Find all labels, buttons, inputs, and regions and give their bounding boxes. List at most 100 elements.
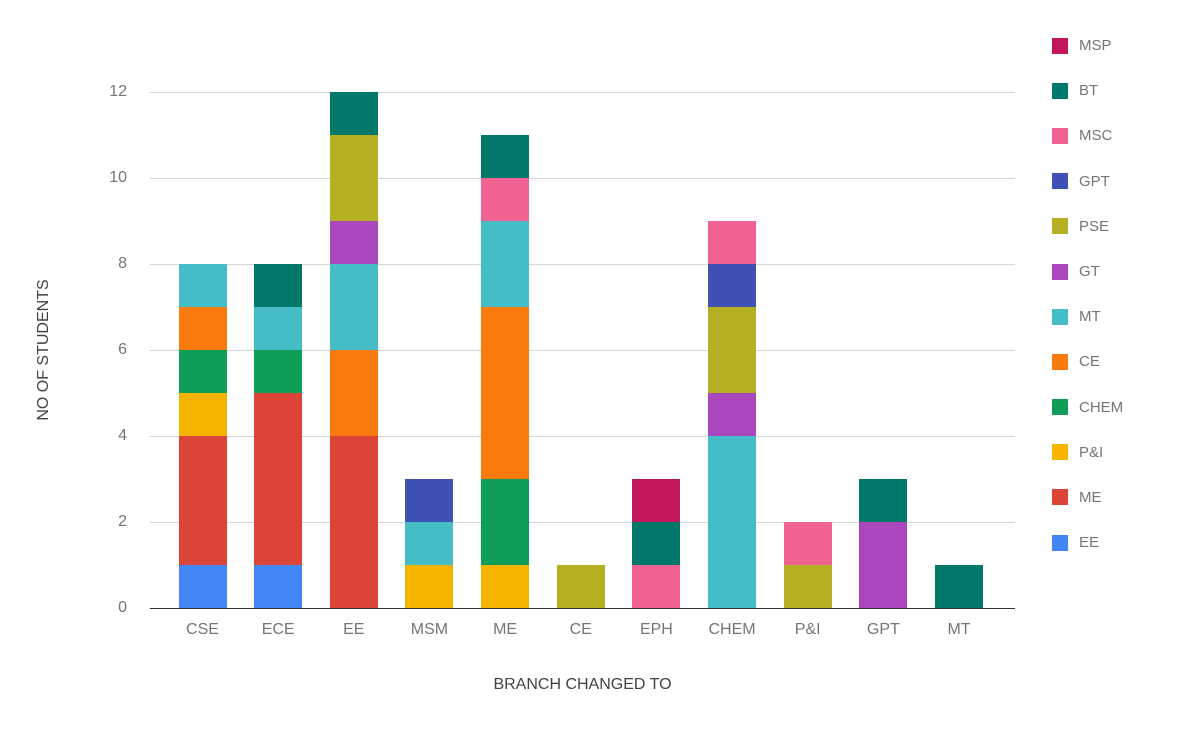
bar-segment-bt-ece[interactable] <box>254 264 303 307</box>
legend-item-me[interactable]: ME <box>1052 475 1123 520</box>
bar-ece <box>254 264 303 608</box>
legend-swatch-msp <box>1052 37 1068 54</box>
y-tick-label: 0 <box>118 599 127 616</box>
legend-item-msc[interactable]: MSC <box>1052 113 1123 158</box>
x-axis-categories: CSE ECE EE MSM ME CE EPH CHEM P&I GPT MT <box>150 620 1015 644</box>
bar-segment-gt-ee[interactable] <box>329 221 378 264</box>
bar-segment-me-cse[interactable] <box>178 436 227 565</box>
bar-segment-msc-me[interactable] <box>481 178 530 221</box>
bar-segment-msc-chem[interactable] <box>708 221 757 264</box>
bar-segment-pse-chem[interactable] <box>708 307 757 393</box>
legend-label: MSC <box>1079 127 1113 145</box>
bar-segment-ce-me[interactable] <box>481 307 530 479</box>
bar-segment-ce-cse[interactable] <box>178 307 227 350</box>
legend-label: MSP <box>1079 37 1112 55</box>
legend-label: P&I <box>1079 443 1104 461</box>
bar-segment-msp-eph[interactable] <box>632 479 681 522</box>
legend-label: EE <box>1079 534 1100 552</box>
bar-segment-mt-chem[interactable] <box>708 436 757 608</box>
legend-swatch-pi <box>1052 444 1068 461</box>
legend-item-gpt[interactable]: GPT <box>1052 159 1123 204</box>
legend-label: CHEM <box>1079 398 1124 416</box>
legend-swatch-ce <box>1052 353 1068 370</box>
bar-segment-me-ee[interactable] <box>329 436 378 608</box>
x-category-label: EE <box>343 621 365 638</box>
bar-segment-pi-msm[interactable] <box>405 565 454 608</box>
bar-segment-bt-gpt[interactable] <box>859 479 908 522</box>
bar-segment-pse-ce[interactable] <box>556 565 605 608</box>
legend-swatch-msc <box>1052 127 1068 144</box>
legend-swatch-chem <box>1052 399 1068 416</box>
bar-segment-ee-ece[interactable] <box>254 565 303 608</box>
y-gridline <box>150 522 1015 523</box>
bar-segment-pi-me[interactable] <box>481 565 530 608</box>
bar-segment-msc-pi[interactable] <box>783 522 832 565</box>
legend-item-ce[interactable]: CE <box>1052 339 1123 384</box>
x-category-label: MT <box>947 621 971 638</box>
x-axis-baseline <box>150 608 1015 609</box>
bar-segment-pse-ee[interactable] <box>329 135 378 221</box>
x-category-label: CE <box>569 621 592 638</box>
y-gridline <box>150 264 1015 265</box>
bar-segment-pse-pi[interactable] <box>783 565 832 608</box>
bar-segment-mt-cse[interactable] <box>178 264 227 307</box>
bar-segment-ce-ee[interactable] <box>329 350 378 436</box>
bar-msm <box>405 479 454 608</box>
bar-segment-msc-eph[interactable] <box>632 565 681 608</box>
x-category-label: P&I <box>794 621 821 638</box>
legend-item-msp[interactable]: MSP <box>1052 23 1123 68</box>
bar-segment-gt-gpt[interactable] <box>859 522 908 608</box>
legend-swatch-gt <box>1052 263 1068 280</box>
legend-swatch-mt <box>1052 308 1068 325</box>
y-tick-label: 4 <box>118 427 127 444</box>
bar-segment-mt-msm[interactable] <box>405 522 454 565</box>
y-axis-title: NO OF STUDENTS <box>35 279 52 421</box>
bar-segment-gpt-chem[interactable] <box>708 264 757 307</box>
legend-label: GT <box>1079 263 1100 281</box>
y-axis-ticks: 0 2 4 6 8 10 12 <box>52 83 127 616</box>
legend-label: PSE <box>1079 217 1110 235</box>
legend-item-ee[interactable]: EE <box>1052 520 1123 565</box>
bar-segment-bt-ee[interactable] <box>329 92 378 135</box>
x-category-label: MSM <box>410 621 449 638</box>
bar-segment-bt-eph[interactable] <box>632 522 681 565</box>
x-category-label: GPT <box>866 621 900 638</box>
legend-label: ME <box>1079 488 1102 506</box>
bar-segment-chem-ece[interactable] <box>254 350 303 393</box>
y-gridline <box>150 436 1015 437</box>
y-tick-label: 10 <box>109 169 127 186</box>
bar-eph <box>632 479 681 608</box>
legend-label: CE <box>1079 353 1100 371</box>
bar-segment-chem-cse[interactable] <box>178 350 227 393</box>
bar-ce <box>556 565 605 608</box>
legend-item-pse[interactable]: PSE <box>1052 204 1123 249</box>
bar-segment-chem-me[interactable] <box>481 479 530 565</box>
legend-swatch-pse <box>1052 218 1068 235</box>
legend-swatch-gpt <box>1052 173 1068 190</box>
bar-segment-pi-cse[interactable] <box>178 393 227 436</box>
legend-label: MT <box>1079 308 1101 326</box>
bar-segment-bt-mt[interactable] <box>935 565 983 608</box>
bar-segment-gpt-msm[interactable] <box>405 479 454 522</box>
bar-segment-mt-me[interactable] <box>481 221 530 307</box>
legend-item-chem[interactable]: CHEM <box>1052 385 1123 430</box>
legend-item-pi[interactable]: P&I <box>1052 430 1123 475</box>
bar-cse <box>178 264 227 608</box>
bar-ee <box>329 92 378 608</box>
bar-segment-ee-cse[interactable] <box>178 565 227 608</box>
y-tick-label: 8 <box>118 255 127 272</box>
bar-pi <box>783 522 832 608</box>
y-tick-label: 6 <box>118 341 127 358</box>
x-axis-title: BRANCH CHANGED TO <box>493 676 672 693</box>
legend-item-mt[interactable]: MT <box>1052 294 1123 339</box>
legend-item-gt[interactable]: GT <box>1052 249 1123 294</box>
y-gridline <box>150 92 1015 93</box>
legend-item-bt[interactable]: BT <box>1052 68 1123 113</box>
bar-segment-mt-ece[interactable] <box>254 307 303 350</box>
bar-segment-me-ece[interactable] <box>254 393 303 565</box>
bar-segment-gt-chem[interactable] <box>708 393 757 436</box>
bar-segment-bt-me[interactable] <box>481 135 530 178</box>
bar-segment-mt-ee[interactable] <box>329 264 378 350</box>
legend-swatch-me <box>1052 489 1068 506</box>
